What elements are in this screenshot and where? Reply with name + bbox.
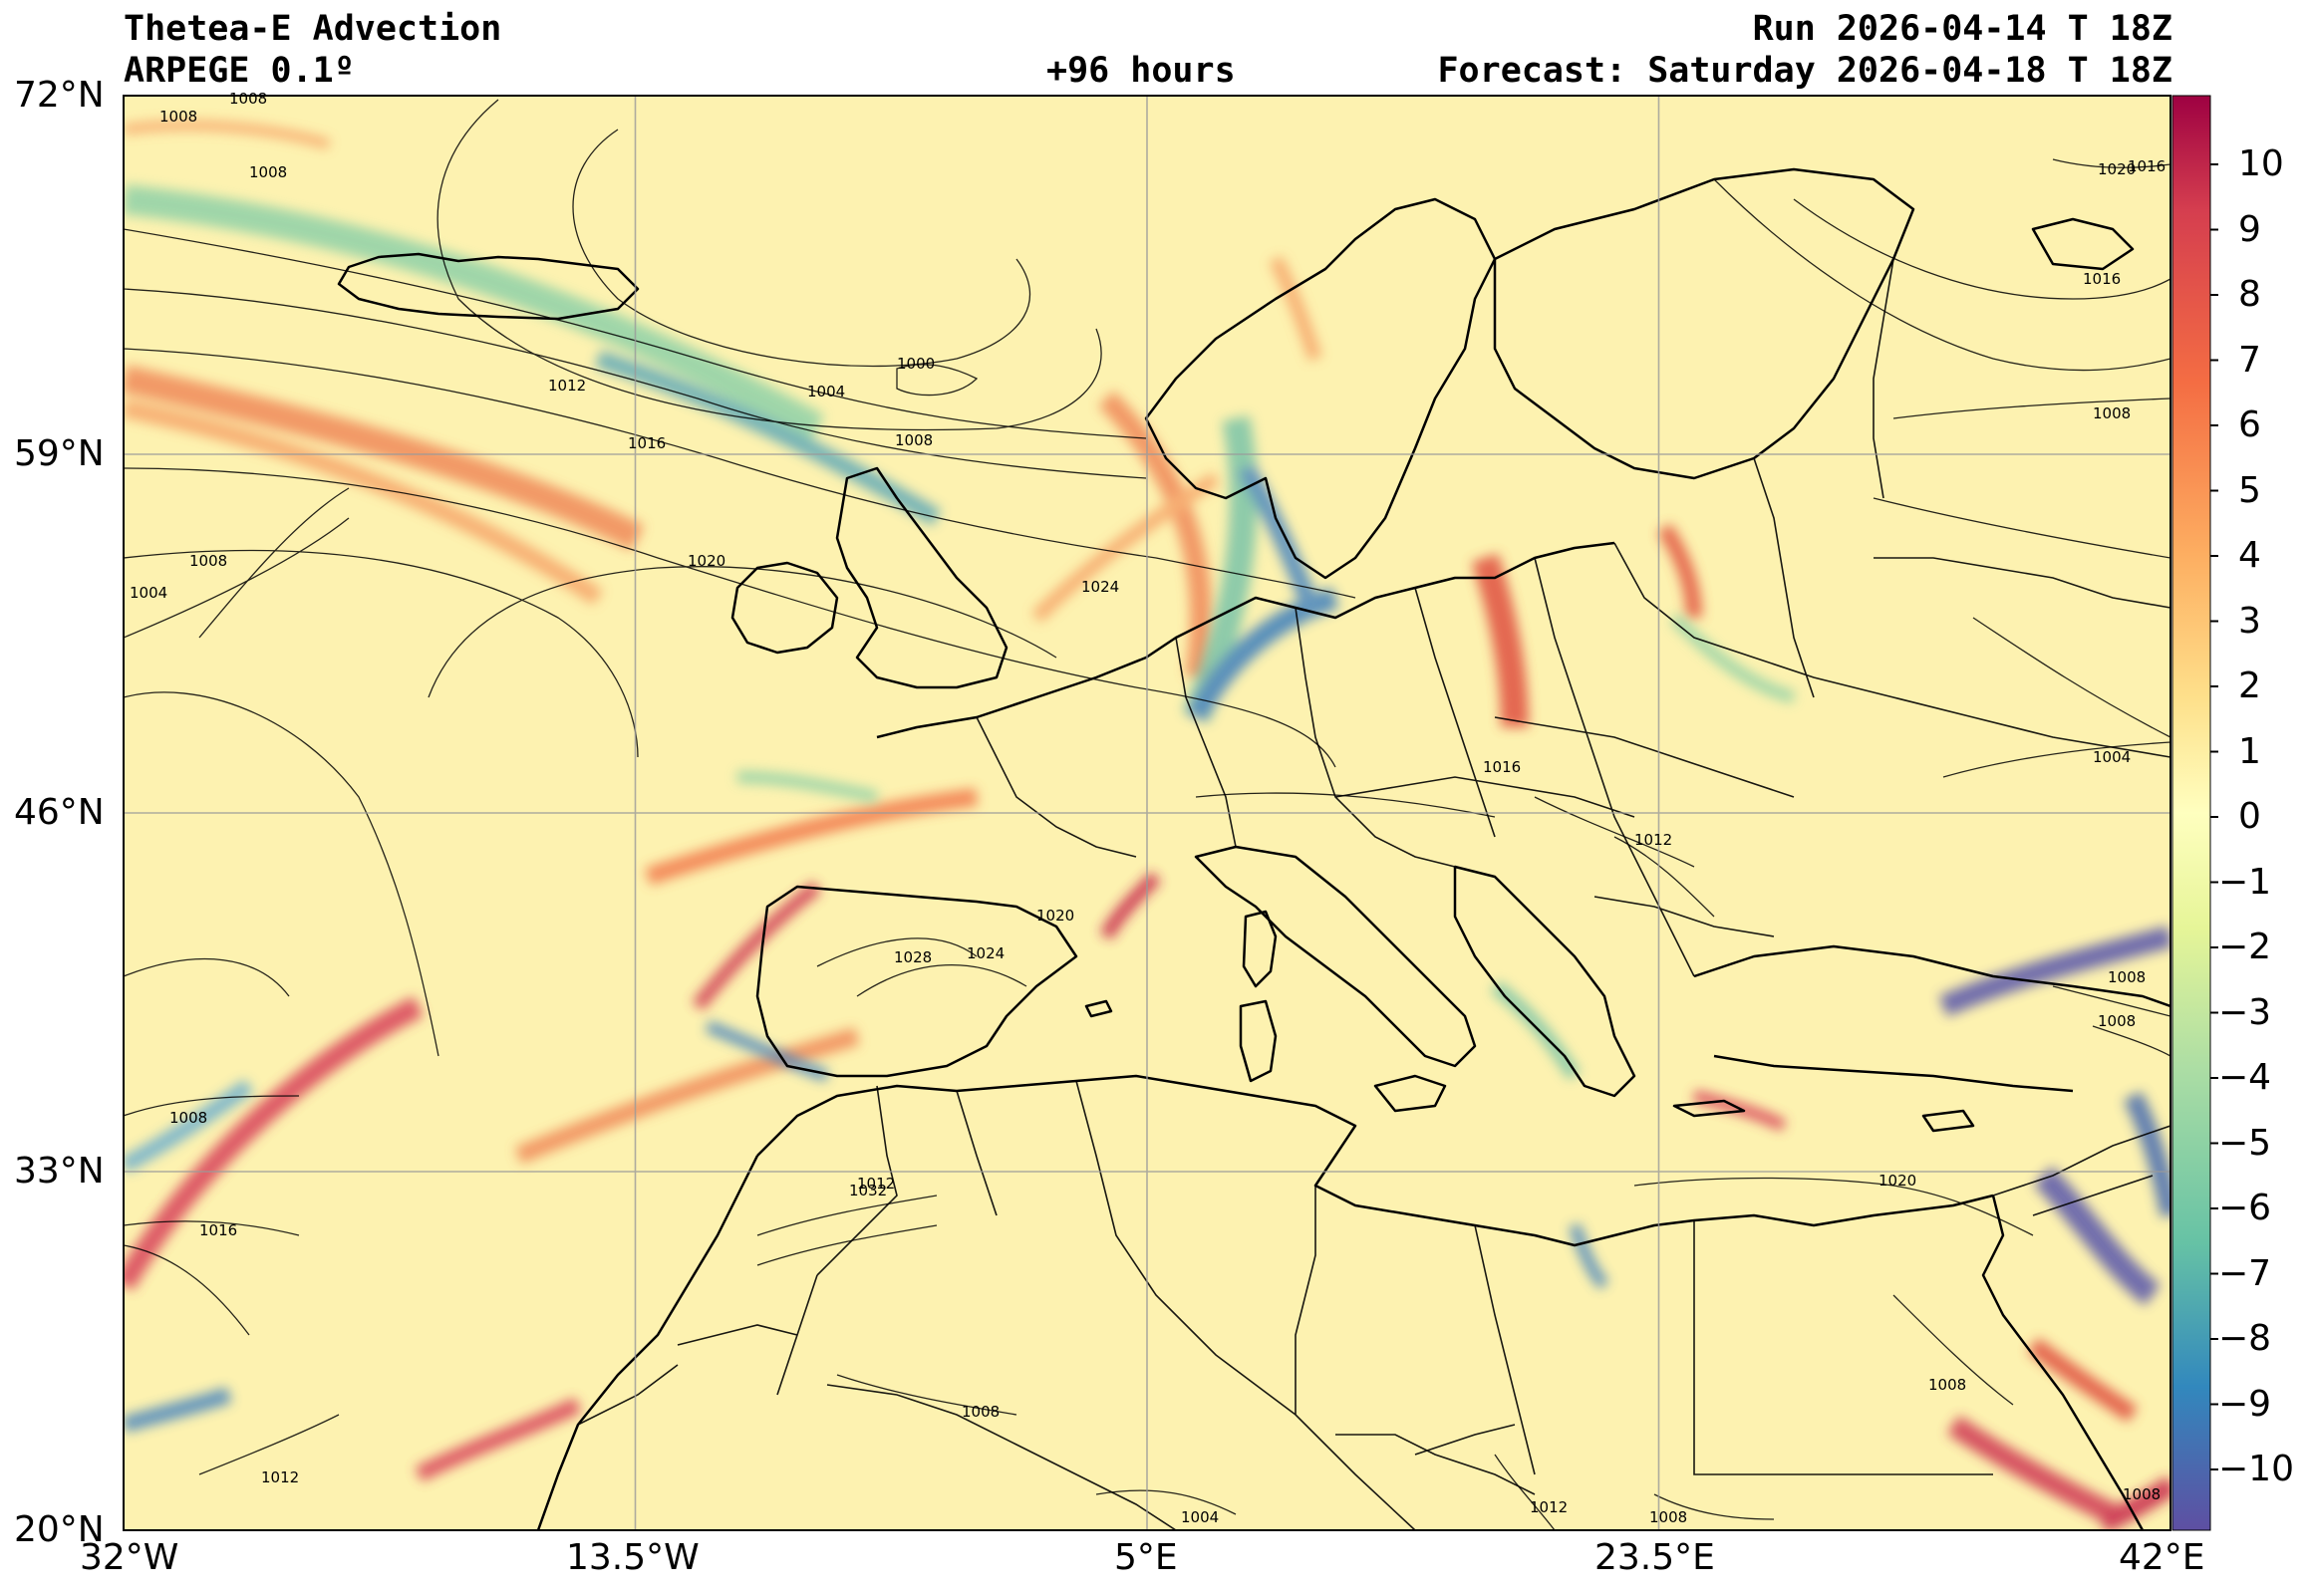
colorbar-tick-label: −9 — [2218, 1383, 2272, 1425]
colorbar-tick-label: −2 — [2218, 927, 2272, 967]
run-label: Run 2026-04-14 T 18Z — [1752, 9, 2172, 49]
map-title: Thetea-E Advection — [124, 9, 502, 49]
isobar-label: 1008 — [169, 1109, 207, 1127]
isobars — [124, 99, 2170, 1530]
colorbar-tick-label: −3 — [2218, 991, 2272, 1033]
isobar-label: 1032 — [849, 1182, 887, 1199]
isobar-label: 1008 — [249, 163, 287, 181]
lat-tick-72: 72°N — [14, 75, 105, 116]
isobar-label: 1004 — [2093, 748, 2131, 766]
graticule — [124, 96, 2170, 1530]
isobar-label: 1016 — [2128, 157, 2166, 175]
isobar-label: 1000 — [897, 355, 935, 373]
colorbar-tick-label: −8 — [2218, 1318, 2272, 1359]
isobar-label: 1020 — [1036, 907, 1074, 925]
lon-tick-32w: 32°W — [80, 1537, 179, 1578]
colorbar-tick-label: 8 — [2238, 274, 2261, 315]
isobar-label: 1028 — [894, 948, 932, 966]
map-frame — [123, 95, 2171, 1531]
isobar-label: 1004 — [1181, 1508, 1219, 1526]
shaded-field — [124, 96, 2170, 1530]
lead-time-label: +96 hours — [1046, 51, 1236, 91]
isobar-label: 1020 — [1878, 1172, 1916, 1190]
lon-tick-5e: 5°E — [1114, 1537, 1178, 1578]
colorbar-tick-label: 0 — [2238, 796, 2261, 837]
lat-tick-20: 20°N — [14, 1509, 105, 1550]
isobar-label: 1016 — [1483, 758, 1521, 776]
isobar-label: 1008 — [895, 431, 933, 449]
colorbar-tick-label: 3 — [2238, 600, 2261, 642]
isobar-label: 1008 — [2098, 1012, 2136, 1030]
isobar-labels: 1008100810081000100410081012101610201024… — [130, 90, 2166, 1526]
lon-tick-13-5w: 13.5°W — [566, 1537, 700, 1578]
isobar-label: 1020 — [2098, 160, 2136, 178]
isobar-label: 1016 — [2083, 270, 2121, 288]
isobar-label: 1016 — [199, 1221, 237, 1239]
isobar-label: 1024 — [1081, 578, 1119, 596]
lat-tick-59: 59°N — [14, 433, 105, 474]
lat-tick-33: 33°N — [14, 1151, 105, 1192]
colorbar-tick-label: 10 — [2238, 143, 2284, 184]
colorbar-tick-label: −6 — [2218, 1188, 2272, 1228]
isobar-label: 1008 — [1928, 1376, 1966, 1394]
isobar-label: 1004 — [807, 383, 845, 400]
isobar-label: 1008 — [159, 108, 197, 126]
colorbar-tick-label: 1 — [2238, 730, 2261, 772]
lon-tick-23-5e: 23.5°E — [1594, 1537, 1715, 1578]
isobar-label: 1008 — [229, 90, 267, 108]
isobar-label: 1008 — [2093, 404, 2131, 422]
isobar-label: 1004 — [130, 584, 167, 602]
isobar-label: 1024 — [967, 944, 1005, 962]
colorbar-tick-label: 9 — [2238, 208, 2261, 250]
isobar-label: 1016 — [628, 434, 666, 452]
colorbar-tick-label: 5 — [2238, 469, 2261, 511]
isobar-label: 1008 — [2108, 968, 2146, 986]
isobar-label: 1012 — [857, 1175, 895, 1193]
lat-tick-46: 46°N — [14, 792, 105, 833]
isobar-label: 1020 — [688, 552, 725, 570]
colorbar-tick-label: 6 — [2238, 404, 2261, 445]
isobar-label: 1008 — [1649, 1508, 1687, 1526]
isobar-label: 1008 — [189, 552, 227, 570]
colorbar — [2171, 95, 2218, 1531]
isobar-label: 1012 — [1634, 831, 1672, 849]
lon-tick-42e: 42°E — [2119, 1537, 2205, 1578]
colorbar-tick-label: −7 — [2218, 1252, 2272, 1294]
isobar-label: 1012 — [1530, 1498, 1568, 1516]
isobar-label: 1008 — [962, 1403, 1000, 1421]
colorbar-tick-label: 2 — [2238, 665, 2261, 706]
colorbar-tick-label: −10 — [2218, 1449, 2294, 1489]
forecast-label: Forecast: Saturday 2026-04-18 T 18Z — [1437, 51, 2172, 91]
isobar-label: 1008 — [2123, 1485, 2161, 1503]
colorbar-tick-label: 7 — [2238, 339, 2261, 381]
colorbar-tick-label: −4 — [2218, 1057, 2272, 1098]
model-label: ARPEGE 0.1º — [124, 51, 355, 91]
isobar-label: 1012 — [261, 1468, 299, 1486]
colorbar-tick-label: 4 — [2238, 535, 2261, 576]
colorbar-tick-label: −1 — [2218, 861, 2272, 903]
isobar-label: 1012 — [548, 377, 586, 395]
colorbar-tick-label: −5 — [2218, 1122, 2272, 1164]
